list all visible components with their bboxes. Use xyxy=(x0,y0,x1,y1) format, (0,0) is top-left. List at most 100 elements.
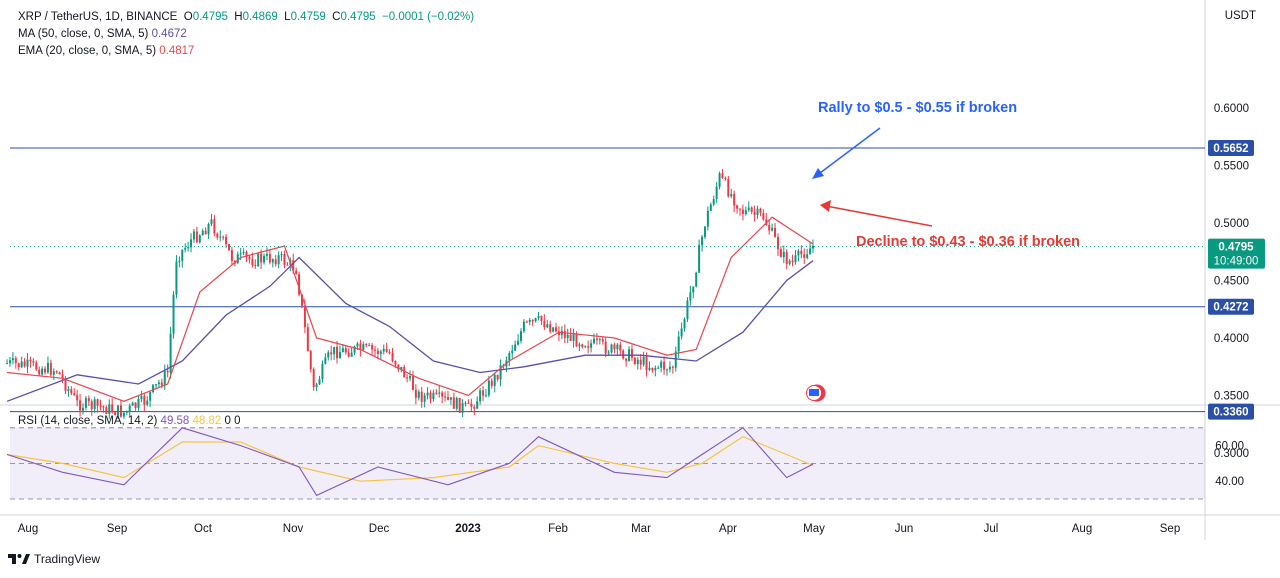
candle-body xyxy=(184,247,187,250)
candle-body xyxy=(709,204,712,211)
candle-body xyxy=(508,353,511,361)
candle-body xyxy=(70,389,73,394)
candle-body xyxy=(703,226,706,237)
candle-body xyxy=(779,249,782,258)
candle-body xyxy=(429,392,432,400)
candle-body xyxy=(55,371,58,373)
candle-body xyxy=(11,358,14,361)
decline-arrow xyxy=(825,205,933,227)
time-tick-label: Feb xyxy=(548,523,568,535)
candle-body xyxy=(318,379,321,385)
candle-body xyxy=(493,374,496,386)
candle-body xyxy=(280,254,283,256)
candle-body xyxy=(143,396,146,405)
candle-body xyxy=(569,334,572,341)
candle-body xyxy=(321,363,324,380)
candle-body xyxy=(785,251,788,264)
candle-body xyxy=(157,382,160,385)
candle-body xyxy=(268,253,271,263)
candle-body xyxy=(566,334,569,339)
candle-body xyxy=(671,366,674,368)
symbol-title: XRP / TetherUS, 1D, BINANCE xyxy=(18,11,178,23)
time-tick-label: May xyxy=(803,523,825,535)
candle-body xyxy=(49,363,52,375)
candle-body xyxy=(642,356,645,365)
rsi-legend[interactable]: RSI (14, close, SMA, 14, 2) 49.58 48.82 … xyxy=(18,414,241,428)
candle-body xyxy=(356,343,359,347)
candle-body xyxy=(67,389,70,391)
candle-body xyxy=(736,205,739,209)
price-tick-label: 0.4500 xyxy=(1214,276,1249,288)
ma-value: 0.4672 xyxy=(151,28,187,40)
candle-body xyxy=(29,359,32,362)
decline-arrowhead xyxy=(820,200,831,212)
candle-body xyxy=(727,178,730,197)
candle-body xyxy=(490,380,493,386)
candle-body xyxy=(309,351,312,370)
candle-body xyxy=(543,320,546,328)
candle-body xyxy=(84,398,87,408)
ma-legend[interactable]: MA (50, close, 0, SMA, 5) 0.4672 xyxy=(18,27,187,41)
rsi-value: 49.58 xyxy=(160,415,190,427)
ema-label: EMA (20, close, 0, SMA, 5) xyxy=(18,45,157,57)
candle-body xyxy=(152,384,155,393)
candle-body xyxy=(169,333,172,373)
candle-body xyxy=(677,336,680,352)
candle-body xyxy=(295,270,298,275)
time-tick-label: Mar xyxy=(631,523,651,535)
candle-body xyxy=(58,372,61,375)
candle-body xyxy=(809,248,812,255)
candle-body xyxy=(522,321,525,332)
candle-body xyxy=(303,305,306,328)
change-value: −0.0001 (−0.02%) xyxy=(382,11,475,23)
candle-body xyxy=(254,264,257,267)
candle-body xyxy=(601,339,604,342)
tradingview-logo[interactable]: TradingView xyxy=(8,552,100,566)
candle-body xyxy=(382,348,385,352)
candle-body xyxy=(330,352,333,355)
time-tick-label: Nov xyxy=(283,523,304,535)
candle-body xyxy=(41,368,44,375)
candle-body xyxy=(683,319,686,329)
candle-body xyxy=(692,286,695,293)
ema-line xyxy=(7,216,814,402)
candle-body xyxy=(423,395,426,402)
candle-body xyxy=(686,300,689,320)
candle-body xyxy=(14,358,17,364)
candle-body xyxy=(324,357,327,364)
candle-body xyxy=(140,396,143,400)
candle-body xyxy=(593,338,595,344)
candle-body xyxy=(630,349,633,358)
candle-body xyxy=(718,173,721,187)
candle-body xyxy=(274,259,277,265)
ema-legend[interactable]: EMA (20, close, 0, SMA, 5) 0.4817 xyxy=(18,44,194,58)
candle-body xyxy=(590,343,593,348)
candle-body xyxy=(76,395,79,401)
candle-body xyxy=(417,391,420,398)
candle-body xyxy=(108,404,111,414)
time-tick-label: Aug xyxy=(1072,523,1092,535)
time-tick-label: Dec xyxy=(369,523,390,535)
candle-body xyxy=(747,207,750,211)
rsi-tick-label: 60.00 xyxy=(1215,441,1244,453)
candle-body xyxy=(192,231,195,240)
candle-body xyxy=(125,410,128,413)
candle-body xyxy=(426,392,429,396)
rsi-line xyxy=(6,427,814,497)
candle-body xyxy=(619,344,622,351)
candle-body xyxy=(499,365,502,380)
candle-body xyxy=(207,223,210,235)
ma-label: MA (50, close, 0, SMA, 5) xyxy=(18,28,149,40)
candle-body xyxy=(575,333,578,347)
candle-body xyxy=(528,319,531,322)
time-tick-label: Apr xyxy=(719,523,737,535)
candle-body xyxy=(806,254,809,258)
candle-body xyxy=(198,235,201,243)
candle-body xyxy=(333,346,336,355)
candle-body xyxy=(511,350,514,354)
time-tick-label: Jun xyxy=(895,523,914,535)
candle-body xyxy=(181,249,184,261)
candle-body xyxy=(105,407,108,414)
candle-body xyxy=(496,374,499,380)
